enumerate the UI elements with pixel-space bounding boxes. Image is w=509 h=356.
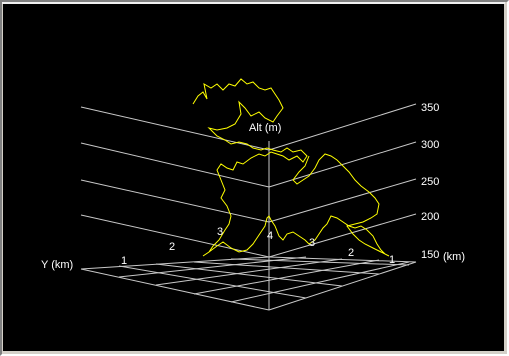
- x-axis-title: (km): [443, 251, 465, 263]
- x-tick-1: 1: [389, 254, 395, 266]
- flight-track-line: [192, 78, 390, 257]
- floor-grid-b: [155, 263, 343, 287]
- floor-grid-a: [118, 265, 307, 299]
- alt-tick-350: 350: [421, 102, 439, 114]
- y-axis-title: Y (km): [41, 259, 73, 271]
- floor-grid-h: [230, 261, 410, 303]
- floor-edge-left: [80, 268, 270, 311]
- grid-right-250: [268, 178, 417, 223]
- grid-lines: [80, 103, 417, 311]
- floor-grid-g: [193, 259, 380, 295]
- grid-right-300: [268, 141, 417, 188]
- window-top-strip: [2, 2, 505, 4]
- alt-tick-150: 150: [421, 249, 439, 261]
- floor-grid-c: [193, 261, 380, 275]
- floor-back-right: [268, 256, 417, 263]
- y-tick-2: 2: [169, 241, 175, 253]
- alt-tick-200: 200: [421, 211, 439, 223]
- y-tick-3: 3: [217, 226, 223, 238]
- grid-right-200: [268, 213, 417, 258]
- floor-edge-right: [268, 261, 417, 311]
- grid-left-300: [80, 142, 270, 188]
- floor-grid-f: [155, 258, 343, 286]
- grid-right-350: [268, 103, 417, 151]
- 3d-flight-track-plot[interactable]: 350 300 250 200 150 Alt (m) Y (km) (km) …: [3, 4, 504, 351]
- y-tick-4: 4: [267, 230, 273, 242]
- plot-canvas: 350 300 250 200 150 Alt (m) Y (km) (km) …: [41, 78, 465, 311]
- grid-left-250: [80, 179, 270, 223]
- floor-grid-e: [118, 256, 307, 278]
- x-tick-2: 2: [348, 247, 354, 259]
- floor-back-left: [80, 256, 270, 270]
- y-tick-1: 1: [121, 255, 127, 267]
- alt-tick-300: 300: [421, 139, 439, 151]
- x-tick-3: 3: [309, 237, 315, 249]
- alt-axis-title: Alt (m): [249, 122, 281, 134]
- alt-tick-250: 250: [421, 176, 439, 188]
- grid-left-200: [80, 214, 270, 258]
